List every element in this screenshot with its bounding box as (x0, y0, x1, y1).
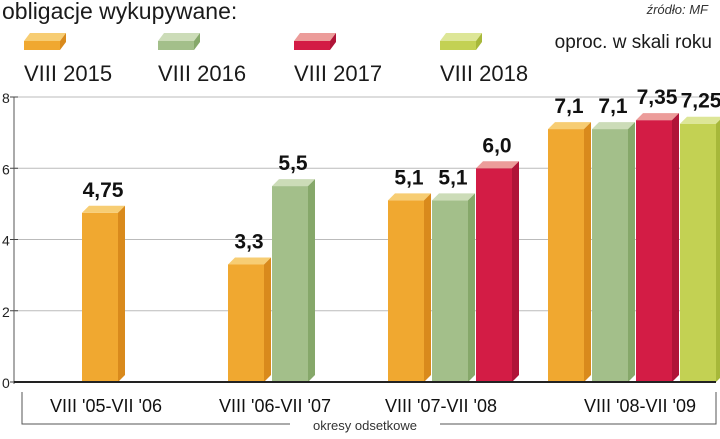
bar-side (512, 161, 519, 382)
y-tick-label: 8 (2, 90, 10, 106)
y-tick-label: 0 (2, 375, 10, 391)
legend-swatch-2015 (24, 30, 66, 50)
bar-top (548, 122, 591, 130)
bar (548, 129, 584, 382)
category-label: VIII '05-VII '06 (50, 396, 162, 416)
bar (636, 120, 672, 382)
bar-top (82, 205, 125, 213)
bar (592, 129, 628, 382)
bar-top (432, 193, 475, 201)
bar-top (592, 122, 635, 130)
legend-swatch-2017 (294, 30, 336, 50)
bar-side (672, 113, 679, 382)
bar (680, 123, 716, 382)
category-label: VIII '07-VII '08 (385, 396, 497, 416)
legend-label-2018: VIII 2018 (440, 61, 529, 86)
legend-label-2017: VIII 2017 (294, 61, 383, 86)
bar-top (272, 179, 315, 187)
legend-title: obligacje wykupywane: (2, 0, 238, 24)
data-label: 7,35 (637, 86, 678, 109)
data-label: 4,75 (83, 179, 124, 202)
bar-side (118, 205, 125, 382)
bar-side (308, 179, 315, 382)
bar-top (636, 113, 679, 121)
x-label-bg (290, 416, 440, 432)
bar-top (680, 116, 720, 124)
bar (272, 186, 308, 382)
y-tick-label: 2 (2, 304, 10, 320)
x-axis-title: okresy odsetkowe (313, 418, 417, 433)
legend-swatch-2016 (158, 30, 200, 50)
bar (432, 200, 468, 382)
y-tick-label: 4 (2, 233, 10, 249)
data-label: 7,1 (554, 95, 584, 118)
bar-side (584, 122, 591, 382)
category-label: VIII '08-VII '09 (584, 396, 696, 416)
legend-label-2015: VIII 2015 (24, 61, 113, 86)
data-label: 5,1 (394, 166, 424, 189)
bar-side (264, 257, 271, 382)
bar (476, 168, 512, 382)
bar (228, 264, 264, 382)
category-label: VIII '06-VII '07 (219, 396, 331, 416)
data-label: 5,5 (278, 152, 308, 175)
bar-top (228, 257, 271, 265)
data-label: 6,0 (482, 134, 511, 157)
data-label: 5,1 (438, 166, 468, 189)
bar-side (628, 122, 635, 382)
bar (82, 212, 118, 382)
bar-side (716, 119, 720, 382)
bar-side (424, 193, 431, 382)
y-tick-label: 6 (2, 161, 10, 177)
bar-top (476, 161, 519, 169)
data-label: 7,1 (598, 95, 628, 118)
data-label: 3,3 (234, 230, 263, 253)
data-label: 7,25 (681, 90, 720, 113)
legend-swatch-2018 (440, 30, 482, 50)
legend-label-2016: VIII 2016 (158, 61, 247, 86)
bar-top (388, 193, 431, 201)
bar-side (468, 193, 475, 382)
bar (388, 200, 424, 382)
unit-label: oproc. w skali roku (554, 32, 712, 53)
source-note: źródło: MF (646, 2, 708, 17)
